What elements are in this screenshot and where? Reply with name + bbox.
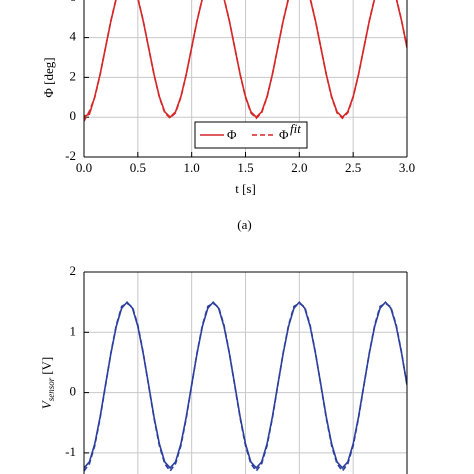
legend-label: Φ xyxy=(227,127,237,142)
y-tick-label: 0 xyxy=(70,384,77,399)
y-tick-label: 0 xyxy=(70,108,77,123)
y-tick-label: 2 xyxy=(70,68,77,83)
legend-superscript: fit xyxy=(290,121,301,136)
y-label-unit: [V] xyxy=(39,357,54,375)
x-tick-label: 0.0 xyxy=(76,160,92,175)
y-tick-label: -1 xyxy=(65,444,76,459)
y-axis-label: Vsensor [V] xyxy=(39,357,56,410)
y-axis-label: Φ [deg] xyxy=(41,57,56,97)
x-axis-label: t [s] xyxy=(235,181,256,196)
chart: -1 0 1 2 Vsensor [V] xyxy=(39,263,408,474)
y-tick-label: 4 xyxy=(70,29,77,44)
y-label-symbol: V xyxy=(39,399,54,409)
legend-label: Φ xyxy=(279,127,289,142)
y-tick-label: 6 xyxy=(70,0,77,4)
x-tick-label: 2.0 xyxy=(291,160,307,175)
x-tick-label: 3.0 xyxy=(399,160,415,175)
data-line xyxy=(84,0,407,122)
chart: 0.0 0.5 1.0 1.5 2.0 2.5 3.0 -2 0 2 4 6 t [s] Φ [deg] (… xyxy=(41,0,415,232)
data-line xyxy=(84,302,407,473)
x-tick-label: 1.0 xyxy=(184,160,200,175)
x-tick-label: 0.5 xyxy=(130,160,146,175)
y-label-subscript: sensor xyxy=(46,377,56,401)
y-tick-label: 1 xyxy=(70,323,77,338)
caption: (a) xyxy=(237,217,251,232)
y-tick-label: 2 xyxy=(70,263,77,278)
y-tick-label: -2 xyxy=(65,148,76,163)
x-tick-label: 1.5 xyxy=(237,160,253,175)
x-tick-label: 2.5 xyxy=(345,160,361,175)
